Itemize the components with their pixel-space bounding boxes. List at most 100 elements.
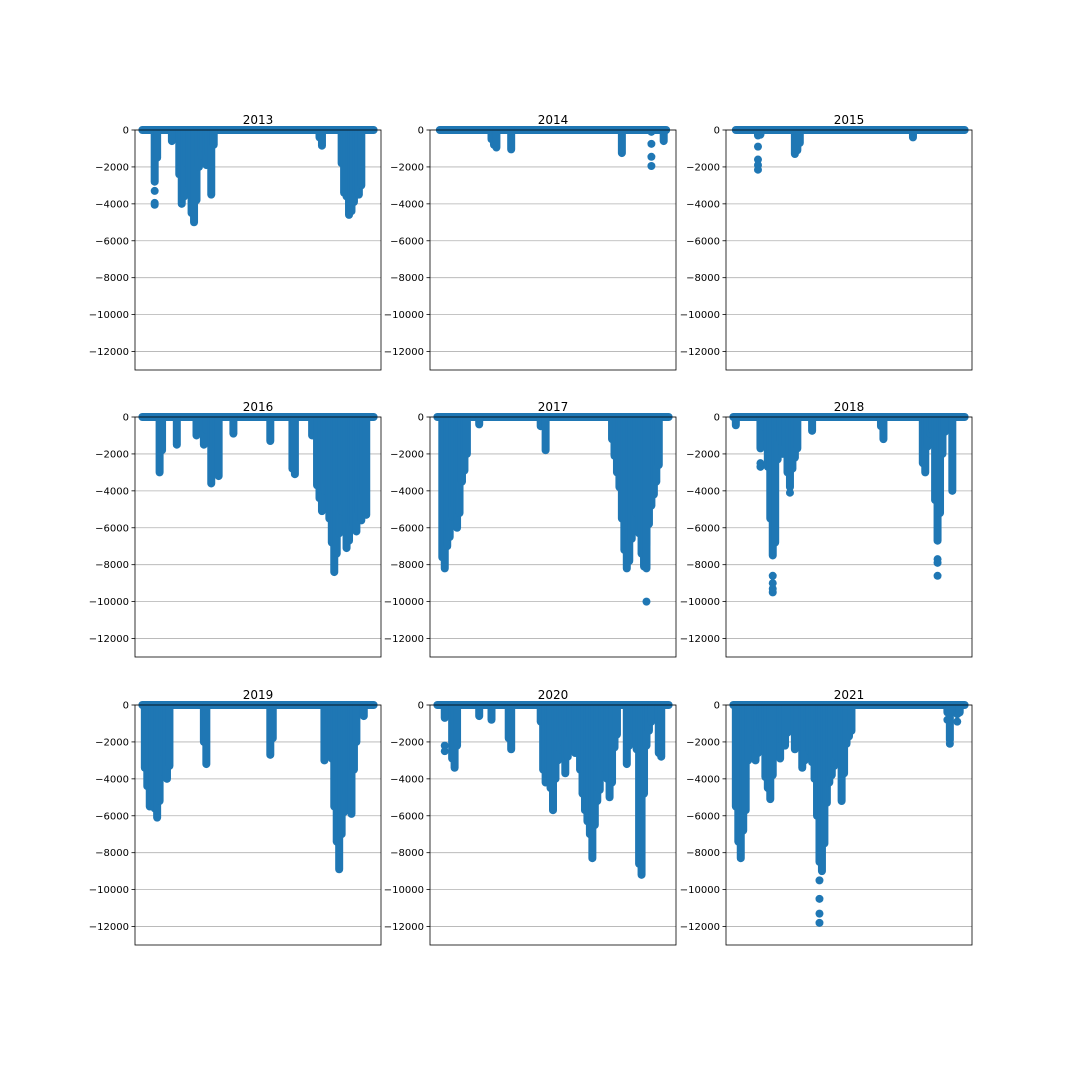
- data-point: [440, 747, 449, 756]
- ytick-label: −2000: [390, 162, 424, 173]
- ytick-label: −2000: [390, 737, 424, 748]
- ytick-label: −12000: [680, 634, 720, 645]
- ytick-label: −4000: [390, 774, 424, 785]
- ytick-label: −2000: [686, 737, 720, 748]
- data-point: [815, 918, 824, 927]
- ytick-label: −8000: [686, 560, 720, 571]
- ytick-label: −8000: [95, 273, 129, 284]
- data-point: [953, 717, 962, 726]
- ytick-label: −6000: [686, 236, 720, 247]
- ytick-label: −8000: [390, 273, 424, 284]
- ytick-label: −2000: [686, 449, 720, 460]
- ytick-label: −6000: [95, 523, 129, 534]
- data-point: [815, 876, 824, 885]
- data-point: [768, 571, 777, 580]
- panel-2013: 0 −2000 −4000 −6000 −8000 −10000 −12000 2013: [89, 113, 382, 371]
- ytick-label: 0: [123, 701, 129, 712]
- axes-frame: [134, 416, 382, 658]
- ytick-label: −12000: [384, 922, 424, 933]
- ytick-label: −4000: [686, 199, 720, 210]
- data-point: [647, 152, 656, 161]
- ytick-label: −8000: [686, 848, 720, 859]
- panel-2019: 0 −2000 −4000 −6000 −8000 −10000 −12000 2019: [89, 688, 382, 946]
- ytick-label: 0: [418, 413, 424, 424]
- ytick-label: −8000: [390, 560, 424, 571]
- panel-title: 2015: [834, 113, 865, 127]
- ytick-label: −2000: [95, 449, 129, 460]
- ytick-label: −12000: [384, 347, 424, 358]
- ytick-label: −12000: [89, 347, 129, 358]
- panel-title: 2017: [538, 400, 569, 414]
- ytick-label: −6000: [95, 811, 129, 822]
- data-point: [440, 741, 449, 750]
- scatter-points: [729, 701, 969, 927]
- data-point: [753, 142, 762, 151]
- ytick-label: −10000: [384, 310, 424, 321]
- panel-title: 2021: [834, 688, 865, 702]
- data-point: [933, 571, 942, 580]
- ytick-label: −10000: [89, 310, 129, 321]
- panel-2020: 0 −2000 −4000 −6000 −8000 −10000 −12000 2020: [384, 688, 677, 946]
- data-point: [756, 462, 765, 471]
- axes-frame: [429, 704, 677, 946]
- ytick-label: −4000: [95, 774, 129, 785]
- ytick-label: −10000: [680, 885, 720, 896]
- ytick-label: −8000: [390, 848, 424, 859]
- data-point: [647, 139, 656, 148]
- ytick-label: −6000: [686, 523, 720, 534]
- ytick-label: −6000: [686, 811, 720, 822]
- ytick-label: −6000: [95, 236, 129, 247]
- ytick-label: −12000: [384, 634, 424, 645]
- ytick-label: 0: [714, 413, 720, 424]
- ytick-label: −8000: [95, 560, 129, 571]
- data-point: [933, 558, 942, 567]
- ytick-label: −12000: [680, 347, 720, 358]
- ytick-label: −4000: [95, 199, 129, 210]
- panel-title: 2020: [538, 688, 569, 702]
- ytick-label: −2000: [95, 162, 129, 173]
- ytick-label: 0: [123, 413, 129, 424]
- ytick-label: −10000: [384, 597, 424, 608]
- scatter-points: [433, 701, 673, 879]
- panel-2018: 0 −2000 −4000 −6000 −8000 −10000 −12000 2018: [680, 400, 973, 658]
- ytick-label: −6000: [390, 236, 424, 247]
- data-point: [150, 186, 159, 195]
- panel-title: 2016: [243, 400, 274, 414]
- panel-2021: 0 −2000 −4000 −6000 −8000 −10000 −12000 2021: [680, 688, 973, 946]
- ytick-label: −8000: [686, 273, 720, 284]
- axes-frame: [725, 129, 973, 371]
- ytick-label: −6000: [390, 523, 424, 534]
- data-point: [945, 739, 954, 748]
- data-point: [642, 597, 651, 606]
- ytick-label: −10000: [680, 597, 720, 608]
- axes-frame: [134, 129, 382, 371]
- ytick-label: −6000: [390, 811, 424, 822]
- axes-frame: [429, 129, 677, 371]
- data-point: [647, 162, 656, 170]
- ytick-label: −8000: [95, 848, 129, 859]
- panel-title: 2014: [538, 113, 569, 127]
- panel-2017: 0 −2000 −4000 −6000 −8000 −10000 −12000 2017: [384, 400, 677, 658]
- ytick-label: 0: [123, 126, 129, 137]
- axes-frame: [725, 704, 973, 946]
- ytick-label: 0: [418, 126, 424, 137]
- data-point: [768, 588, 777, 597]
- data-point: [815, 909, 824, 918]
- ytick-label: −12000: [89, 922, 129, 933]
- ytick-label: −12000: [680, 922, 720, 933]
- ytick-label: −12000: [89, 634, 129, 645]
- panel-2014: 0 −2000 −4000 −6000 −8000 −10000 −12000 2014: [384, 113, 677, 371]
- ytick-label: −10000: [384, 885, 424, 896]
- scatter-points: [138, 413, 378, 577]
- ytick-label: −10000: [680, 310, 720, 321]
- data-point: [768, 579, 777, 588]
- scatter-points: [433, 413, 673, 606]
- data-point: [753, 165, 762, 174]
- ytick-label: 0: [714, 701, 720, 712]
- ytick-label: −4000: [686, 486, 720, 497]
- ytick-label: −4000: [390, 486, 424, 497]
- ytick-label: −2000: [390, 449, 424, 460]
- data-point: [815, 894, 824, 903]
